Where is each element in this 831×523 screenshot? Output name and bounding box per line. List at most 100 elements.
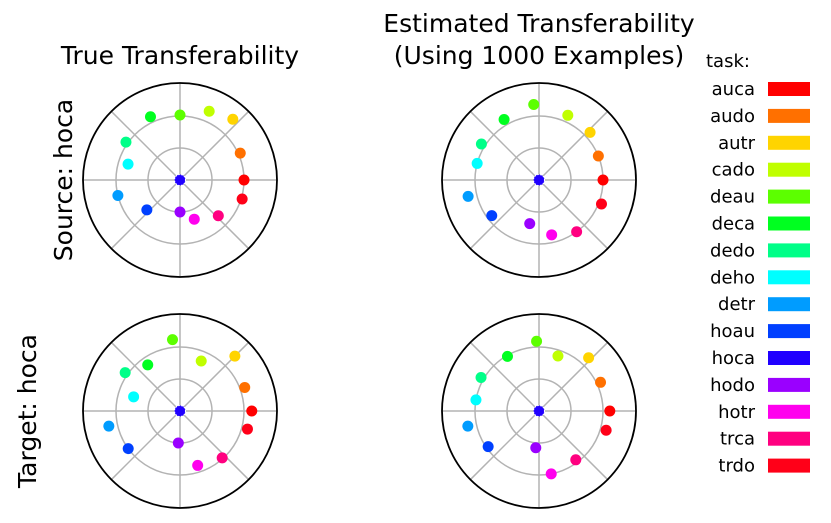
legend-entry-trca: trca xyxy=(720,429,810,450)
grid-spoke xyxy=(469,341,540,412)
polar-frame xyxy=(441,82,637,278)
legend-swatch-deca xyxy=(768,216,810,231)
legend-entry-trdo: trdo xyxy=(718,456,810,477)
data-point-audo xyxy=(239,381,251,393)
grid-spoke xyxy=(110,341,181,412)
grid-spoke xyxy=(110,110,181,181)
data-point-hoca xyxy=(174,174,186,186)
legend-entry-auca: auca xyxy=(712,79,810,100)
data-point-autr xyxy=(583,352,595,364)
data-point-hodo xyxy=(174,206,186,218)
data-point-deca xyxy=(144,111,156,123)
grid-spoke xyxy=(538,110,609,181)
grid-spoke xyxy=(469,179,540,250)
legend-entry-cado: cado xyxy=(712,160,810,181)
data-point-auca xyxy=(246,405,258,417)
data-point-hoau xyxy=(486,210,498,222)
data-point-cado xyxy=(195,355,207,367)
legend-entry-hotr: hotr xyxy=(718,402,810,423)
legend-label-detr: detr xyxy=(718,294,756,315)
center-marker-hoca xyxy=(533,405,545,417)
grid-spoke xyxy=(538,179,609,250)
polar-frame xyxy=(82,313,278,509)
data-point-hoau xyxy=(482,441,494,453)
legend-swatch-hotr xyxy=(768,404,810,419)
data-point-hodo xyxy=(172,437,184,449)
legend-label-hotr: hotr xyxy=(718,402,755,423)
data-point-trca xyxy=(570,454,582,466)
column-title-true: True Transferability xyxy=(60,41,299,70)
legend-label-auca: auca xyxy=(712,79,755,100)
grid-spoke xyxy=(110,410,181,481)
data-point-hotr xyxy=(188,213,200,225)
data-point-deau xyxy=(166,334,178,346)
legend-label-autr: autr xyxy=(718,133,755,154)
data-point-audo xyxy=(592,150,604,162)
legend-entry-audo: audo xyxy=(710,106,810,127)
data-point-hotr xyxy=(192,459,204,471)
data-point-cado xyxy=(203,105,215,117)
legend-swatch-detr xyxy=(768,297,810,312)
data-point-hodo xyxy=(530,442,542,454)
data-point-deho xyxy=(122,158,134,170)
data-point-audo xyxy=(234,147,246,159)
data-point-trca xyxy=(571,226,583,238)
legend-label-audo: audo xyxy=(710,106,755,127)
data-point-detr xyxy=(462,420,474,432)
data-point-trca xyxy=(212,210,224,222)
legend-swatch-hodo xyxy=(768,377,810,392)
legend-swatch-cado xyxy=(768,162,810,177)
legend-swatch-trca xyxy=(768,431,810,446)
center-marker-hoca xyxy=(533,174,545,186)
legend-swatch-deau xyxy=(768,189,810,204)
row-label-target: Target: hoca xyxy=(13,334,42,489)
legend-entry-hoau: hoau xyxy=(710,321,810,342)
data-point-deau xyxy=(531,335,543,347)
polar-frame xyxy=(441,313,637,509)
data-point-cado xyxy=(562,109,574,121)
legend: auca audo autr cado deau deca dedo deho detr hoau… xyxy=(710,79,810,477)
data-point-trdo xyxy=(600,424,612,436)
data-point-deca xyxy=(142,359,154,371)
polar-frame xyxy=(82,82,278,278)
data-point-dedo xyxy=(120,136,132,148)
legend-swatch-autr xyxy=(768,135,810,150)
legend-label-deho: deho xyxy=(710,267,755,288)
legend-label-dedo: dedo xyxy=(710,240,755,261)
data-point-trdo xyxy=(236,193,248,205)
legend-entry-hodo: hodo xyxy=(710,375,810,396)
data-point-auca xyxy=(238,174,250,186)
data-point-dedo xyxy=(119,367,131,379)
polar-panel-1-0 xyxy=(82,313,278,509)
data-point-deho xyxy=(470,394,482,406)
row-label-source: Source: hoca xyxy=(49,99,78,261)
grid-spoke xyxy=(469,410,540,481)
legend-entry-deca: deca xyxy=(712,214,810,235)
data-point-detr xyxy=(462,190,474,202)
data-point-autr xyxy=(227,113,239,125)
legend-swatch-audo xyxy=(768,108,810,123)
grid-spoke xyxy=(538,410,609,481)
legend-entry-deau: deau xyxy=(710,187,810,208)
data-point-autr xyxy=(584,126,596,138)
column-title-estimated-line1: Estimated Transferability xyxy=(383,9,695,38)
legend-label-cado: cado xyxy=(712,160,755,181)
polar-panel-0-0 xyxy=(82,82,278,278)
data-point-audo xyxy=(595,376,607,388)
data-point-hoca xyxy=(533,174,545,186)
legend-entry-hoca: hoca xyxy=(712,348,810,369)
data-point-cado xyxy=(552,350,564,362)
data-point-detr xyxy=(103,420,115,432)
polar-panel-1-1 xyxy=(441,313,637,509)
data-point-deca xyxy=(498,114,510,126)
legend-swatch-hoau xyxy=(768,324,810,339)
legend-entry-detr: detr xyxy=(718,294,810,315)
data-point-trdo xyxy=(241,423,253,435)
data-point-hoau xyxy=(122,443,134,455)
legend-label-hoau: hoau xyxy=(710,321,755,342)
data-point-auca xyxy=(597,174,609,186)
data-point-hotr xyxy=(545,468,557,480)
data-point-deau xyxy=(174,109,186,121)
